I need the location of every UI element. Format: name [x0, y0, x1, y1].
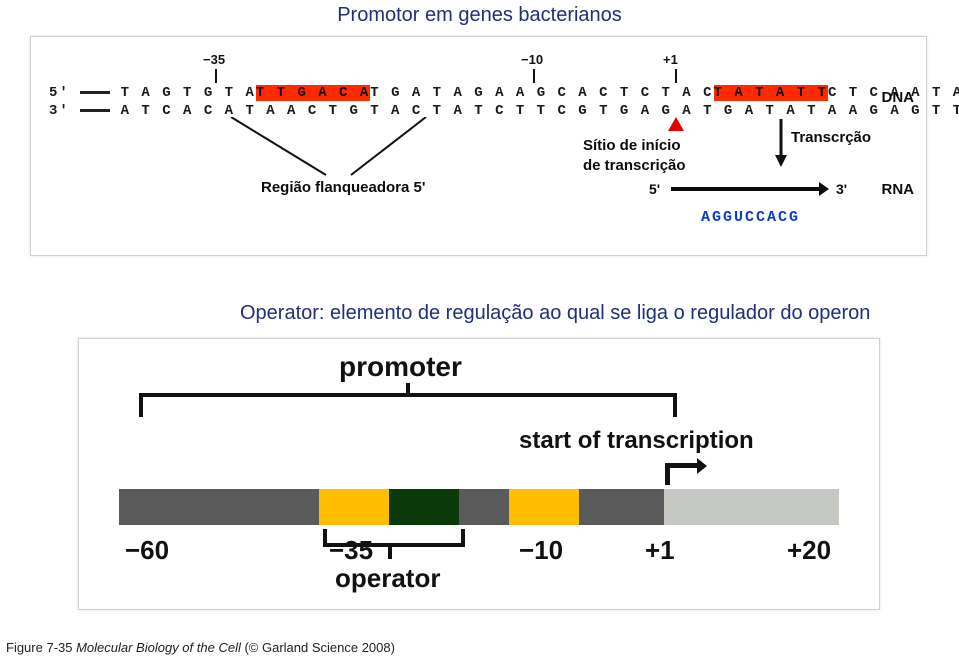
- pos-minus-10: −10: [521, 52, 543, 67]
- bracket-stem: [406, 383, 410, 395]
- sequence-panel: −35 −10 +1 5' T A G T G T AT T G A C AT …: [30, 36, 927, 256]
- seg-operator: [389, 489, 459, 525]
- num-plus20: +20: [787, 535, 831, 566]
- rna-3prime: 3': [836, 181, 847, 197]
- seg-gap: [459, 489, 509, 525]
- seq-top-mid: T G A T A G A A G C A C T C T A C: [370, 85, 713, 101]
- citation-pre: Figure 7-35: [6, 640, 76, 655]
- rna-label: RNA: [882, 181, 915, 198]
- operator-label: operator: [335, 563, 440, 594]
- rna-sequence: AGGUCCACG: [701, 209, 800, 226]
- start-site-label1: Sítio de início: [583, 137, 681, 154]
- start-site-label2: de transcrição: [583, 157, 686, 174]
- seq-top-pre: T A G T G T A: [121, 85, 256, 101]
- transcription-label: Transcrção: [791, 129, 871, 146]
- box-minus35: T T G A C A: [256, 85, 370, 101]
- citation-italic: Molecular Biology of the Cell: [76, 640, 241, 655]
- ts-arrow-icon: [665, 463, 709, 487]
- box-minus10: T A T A T T: [714, 85, 828, 101]
- citation-post: (© Garland Science 2008): [241, 640, 395, 655]
- start-tick-icon: [668, 117, 684, 131]
- rna-arrow: [671, 187, 821, 191]
- num-minus10: −10: [519, 535, 563, 566]
- tick-35: [215, 69, 217, 83]
- rna-5prime: 5': [649, 181, 660, 197]
- label-5prime: 5': [49, 85, 70, 101]
- num-plus1: +1: [645, 535, 675, 566]
- start-label: start of transcription: [519, 427, 754, 455]
- flank-label: Região flanqueadora 5': [261, 179, 425, 196]
- figure-citation: Figure 7-35 Molecular Biology of the Cel…: [6, 640, 395, 655]
- operon-panel: promoter start of transcription −60 −35 …: [78, 338, 880, 610]
- seg-transcript: [664, 489, 839, 525]
- dna-sequence: 5' T A G T G T AT T G A C AT G A T A G A…: [49, 85, 909, 119]
- pos-plus-1: +1: [663, 52, 678, 67]
- seg-to-plus1: [579, 489, 664, 525]
- dna-label: DNA: [882, 89, 915, 106]
- promoter-bracket: [139, 393, 677, 417]
- seg-box35: [319, 489, 389, 525]
- line: [80, 109, 110, 112]
- operator-stem: [388, 543, 392, 559]
- dna-strand-5to3: 5' T A G T G T AT T G A C AT G A T A G A…: [49, 85, 909, 101]
- gene-track: [119, 489, 839, 525]
- down-arrow-icon: [773, 119, 789, 167]
- tick-10: [533, 69, 535, 83]
- seg-upstream: [119, 489, 319, 525]
- operator-subtitle: Operator: elemento de regulação ao qual …: [240, 302, 870, 325]
- page-title: Promotor em genes bacterianos: [0, 4, 959, 27]
- operator-bracket: [323, 529, 465, 547]
- num-minus60: −60: [125, 535, 169, 566]
- seg-box10: [509, 489, 579, 525]
- pos-minus-35: −35: [203, 52, 225, 67]
- line: [80, 91, 110, 94]
- promoter-label: promoter: [339, 351, 462, 383]
- tick-plus1: [675, 69, 677, 83]
